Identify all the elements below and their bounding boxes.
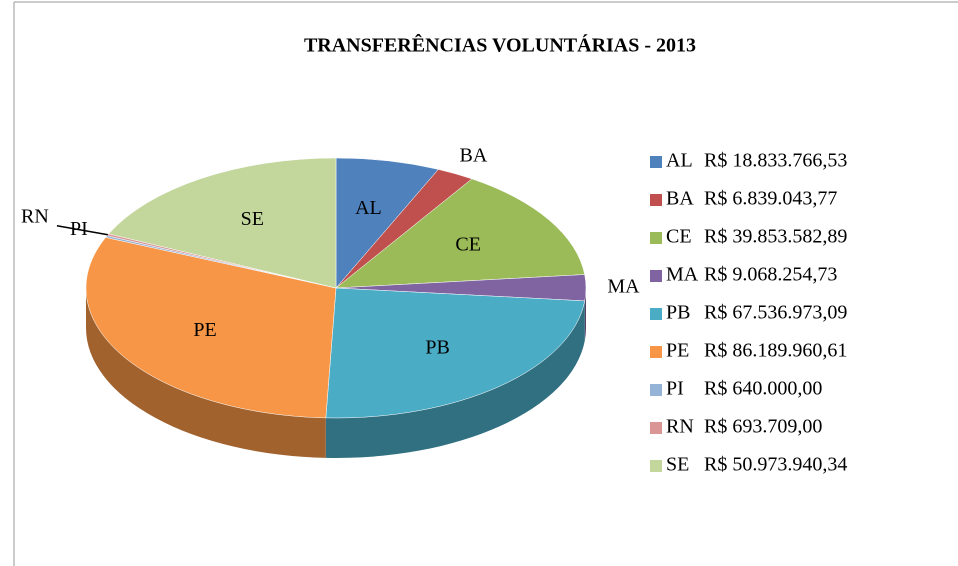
pie-slice xyxy=(108,157,337,289)
legend-value: R$ 67.536.973,09 xyxy=(704,302,847,324)
slice-label: BA xyxy=(459,144,487,166)
legend-value: R$ 86.189.960,61 xyxy=(704,340,847,362)
legend-label: RN xyxy=(666,416,694,438)
legend-swatch xyxy=(650,346,662,358)
slice-label: CE xyxy=(455,233,481,255)
legend-value: R$ 6.839.043,77 xyxy=(704,188,837,210)
legend-value: R$ 39.853.582,89 xyxy=(704,226,847,248)
leader-line xyxy=(56,225,109,236)
legend-label: MA xyxy=(666,264,699,286)
slice-label: MA xyxy=(607,275,640,297)
legend-swatch xyxy=(650,270,662,282)
legend-label: PE xyxy=(666,340,689,362)
legend-swatch xyxy=(650,422,662,434)
legend-swatch xyxy=(650,460,662,472)
legend-swatch xyxy=(650,308,662,320)
legend-label: SE xyxy=(666,454,689,476)
legend-value: R$ 50.973.940,34 xyxy=(704,454,847,476)
legend-label: PI xyxy=(666,378,684,400)
pie-slice xyxy=(335,178,585,289)
pie-slice xyxy=(335,157,439,289)
legend-value: R$ 693.709,00 xyxy=(704,416,822,438)
legend-label: BA xyxy=(666,188,694,210)
legend-label: PB xyxy=(666,302,690,324)
legend-value: R$ 640.000,00 xyxy=(704,378,822,400)
slice-label: AL xyxy=(355,197,382,219)
legend-swatch xyxy=(650,232,662,244)
legend-label: AL xyxy=(666,150,693,172)
legend-swatch xyxy=(650,156,662,168)
slice-label: PE xyxy=(193,319,216,341)
slice-label: SE xyxy=(241,208,264,230)
legend-label: CE xyxy=(666,226,692,248)
slice-label: RN xyxy=(21,205,49,227)
legend-swatch xyxy=(650,384,662,396)
pie-side xyxy=(86,288,326,458)
pie-side xyxy=(584,288,586,341)
chart-title: TRANSFERÊNCIAS VOLUNTÁRIAS - 2013 xyxy=(304,33,696,57)
pie-side xyxy=(325,300,585,458)
pie-slice xyxy=(85,237,337,419)
legend-swatch xyxy=(650,194,662,206)
pie-slice xyxy=(325,287,586,419)
slice-label: PB xyxy=(425,336,449,358)
legend-value: R$ 18.833.766,53 xyxy=(704,150,847,172)
legend-value: R$ 9.068.254,73 xyxy=(704,264,837,286)
